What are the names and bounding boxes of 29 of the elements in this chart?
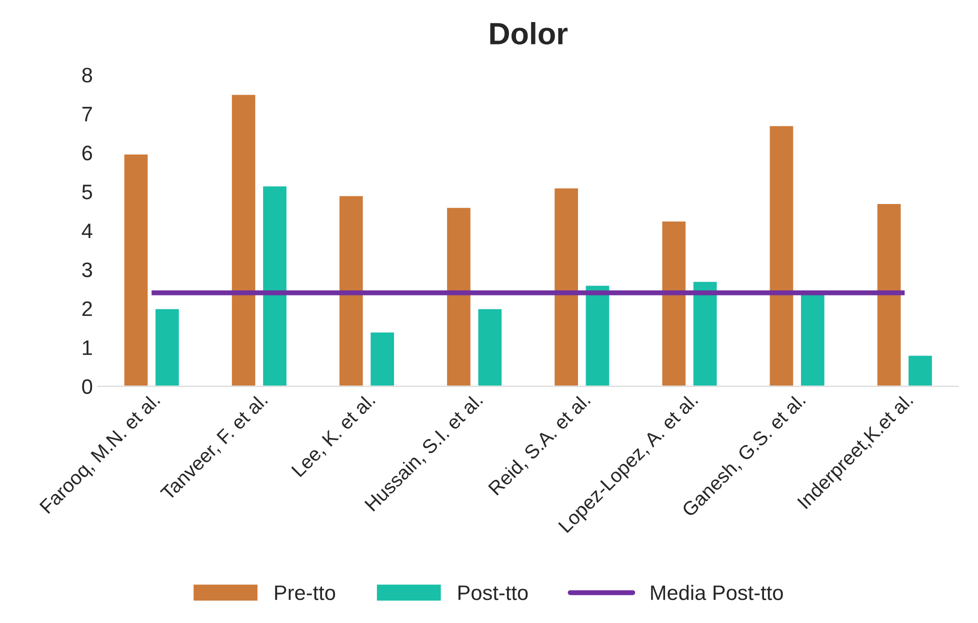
bar xyxy=(768,124,795,386)
legend-label: Post-tto xyxy=(458,586,528,600)
chart-title: Dolor xyxy=(490,22,568,45)
y-tick-label: 6 xyxy=(82,146,92,160)
y-tick-label: 8 xyxy=(82,68,92,83)
legend-label: Pre-tto xyxy=(275,586,336,600)
bar xyxy=(876,202,902,386)
bar xyxy=(154,308,180,386)
y-tick-label: 3 xyxy=(82,262,92,278)
legend-label: Media Post-tto xyxy=(651,584,783,600)
y-tick-label: 4 xyxy=(82,224,92,238)
bar xyxy=(584,284,611,386)
x-tick-label: Lee, K. et al. xyxy=(290,392,378,479)
bar xyxy=(476,308,503,386)
bar xyxy=(907,354,934,386)
bar xyxy=(338,194,364,386)
bar xyxy=(660,220,687,386)
bar xyxy=(230,94,257,386)
bar xyxy=(692,280,718,386)
bar xyxy=(446,206,472,386)
y-tick-label: 0 xyxy=(82,379,92,394)
y-tick-label: 1 xyxy=(82,340,92,355)
y-tick-label: 2 xyxy=(82,301,92,316)
bar xyxy=(262,185,288,386)
bar xyxy=(553,186,580,386)
y-tick-label: 7 xyxy=(82,106,92,122)
bar xyxy=(122,153,150,386)
y-tick-label: 5 xyxy=(82,184,92,200)
bar xyxy=(369,331,396,386)
